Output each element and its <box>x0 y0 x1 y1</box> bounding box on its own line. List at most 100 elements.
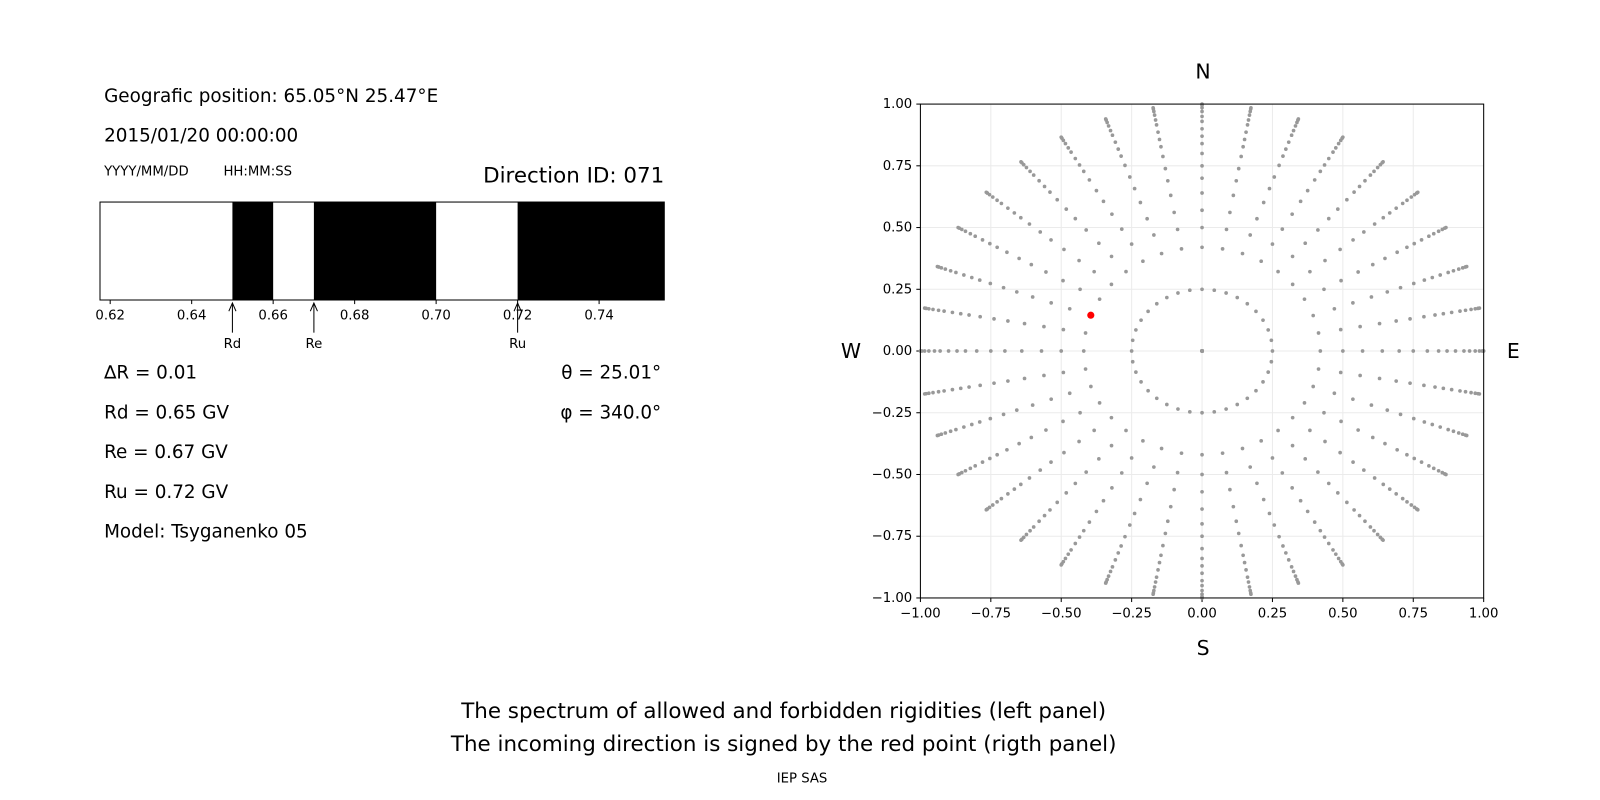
direction-point <box>1249 105 1253 110</box>
direction-point <box>1055 197 1060 202</box>
direction-point <box>1394 492 1399 496</box>
direction-point <box>1028 528 1032 533</box>
direction-point <box>1339 278 1343 283</box>
direction-point <box>1322 410 1326 415</box>
direction-point <box>1130 359 1135 364</box>
direction-point <box>1064 207 1069 211</box>
direction-point <box>1087 520 1092 524</box>
direction-point <box>1039 349 1044 353</box>
direction-point <box>1267 511 1272 516</box>
direction-point <box>958 386 963 391</box>
direction-point <box>963 468 968 473</box>
direction-point <box>932 349 937 353</box>
x-tick-label: 0.50 <box>1328 606 1358 621</box>
direction-point <box>927 349 931 353</box>
direction-point <box>1006 206 1010 211</box>
direction-point <box>1163 166 1168 171</box>
direction-point <box>1272 523 1277 527</box>
direction-point <box>1101 498 1106 503</box>
direction-point <box>1240 446 1245 451</box>
y-tick-label: 0.50 <box>883 221 913 236</box>
direction-point <box>1081 528 1086 533</box>
y-tick-label: 0.00 <box>883 344 913 359</box>
direction-point <box>1161 154 1165 159</box>
direction-point <box>1044 428 1048 432</box>
direction-point <box>1281 154 1285 158</box>
direction-point <box>1341 349 1345 353</box>
direction-point <box>1291 128 1296 133</box>
direction-point <box>978 314 982 319</box>
direction-point <box>1012 487 1017 491</box>
direction-point <box>1224 291 1228 295</box>
direction-point <box>1383 256 1387 261</box>
direction-point <box>1106 574 1111 578</box>
direction-point <box>1200 176 1204 181</box>
direction-point <box>1119 544 1123 548</box>
direction-point <box>1134 370 1138 374</box>
direction-point <box>1303 241 1308 246</box>
direction-point <box>1200 546 1204 551</box>
direction-point <box>1200 191 1204 195</box>
direction-point <box>1049 460 1053 464</box>
direction-point <box>1289 133 1294 138</box>
x-tick-label: 0.74 <box>584 308 614 323</box>
direction-point <box>1138 200 1143 205</box>
direction-point <box>1077 163 1082 167</box>
direction-point <box>1430 275 1435 280</box>
direction-point <box>1427 234 1431 239</box>
west: W <box>841 339 861 363</box>
direction-point <box>1338 327 1343 332</box>
direction-point <box>1394 206 1399 211</box>
direction-point <box>1433 385 1437 389</box>
direction-point <box>1372 476 1377 480</box>
direction-point <box>1109 282 1114 287</box>
direction-point <box>1200 134 1204 139</box>
direction-point <box>1006 492 1010 496</box>
y-tick-label: −0.25 <box>872 406 913 421</box>
direction-point <box>1357 184 1362 189</box>
direction-point <box>1073 156 1078 161</box>
direction-point <box>1345 500 1349 505</box>
direction-point <box>1159 251 1164 256</box>
direction-point <box>1451 429 1456 434</box>
direction-point <box>1473 391 1478 396</box>
direction-point <box>1109 415 1114 420</box>
direction-point <box>1445 349 1449 353</box>
direction-point <box>1357 513 1362 518</box>
direction-point <box>1048 190 1052 194</box>
x-tick-label: −1.00 <box>900 606 941 621</box>
delta-r: ∆R = 0.01 <box>103 362 197 383</box>
direction-point <box>1261 318 1265 322</box>
direction-point <box>1311 384 1316 389</box>
direction-point <box>1400 201 1405 206</box>
caption-line: The incoming direction is signed by the … <box>450 732 1117 757</box>
direction-point <box>1415 507 1420 512</box>
direction-point <box>1029 435 1034 440</box>
direction-point <box>1446 270 1451 275</box>
direction-point <box>968 466 973 471</box>
direction-point <box>990 503 995 507</box>
direction-point <box>1405 245 1409 250</box>
direction-point <box>1130 338 1135 343</box>
direction-point <box>1073 481 1078 486</box>
direction-point <box>1187 288 1192 293</box>
direction-point <box>1224 227 1229 232</box>
direction-point <box>1381 482 1386 487</box>
direction-point <box>1331 548 1335 552</box>
direction-point <box>1363 519 1367 524</box>
direction-point <box>1368 525 1373 529</box>
direction-point <box>980 460 985 464</box>
direction-point <box>1234 178 1239 183</box>
direction-point <box>922 306 927 310</box>
x-tick-label: 0.00 <box>1187 606 1217 621</box>
direction-point <box>1200 472 1204 477</box>
ru: Ru = 0.72 GV <box>104 482 229 503</box>
direction-point <box>1116 551 1121 555</box>
direction-point <box>1387 487 1392 491</box>
direction-point <box>1224 407 1228 411</box>
direction-point <box>1067 391 1072 396</box>
direction-point <box>963 349 968 353</box>
direction-point <box>1097 457 1101 461</box>
direction-point <box>1331 150 1335 154</box>
direction-point <box>1431 466 1436 471</box>
